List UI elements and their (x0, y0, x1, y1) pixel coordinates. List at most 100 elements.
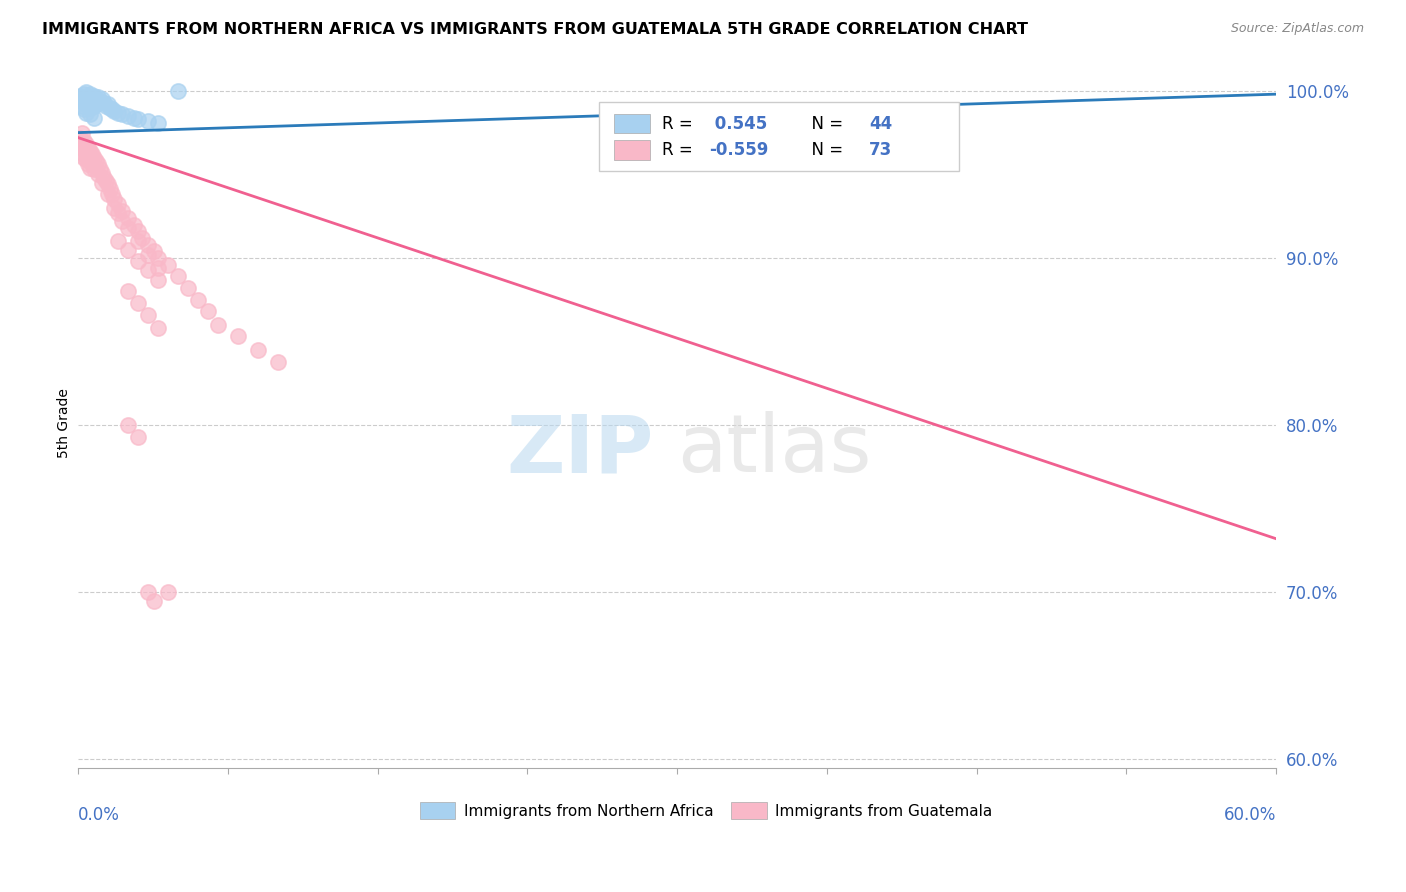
Point (91, 176, 114, 190)
Point (75, 153, 97, 167)
Text: R =: R = (662, 115, 697, 133)
FancyBboxPatch shape (599, 102, 959, 170)
Text: N =: N = (800, 115, 848, 133)
Point (101, 187, 124, 202)
Point (156, 585, 179, 599)
Point (117, 243, 139, 257)
Point (117, 109, 139, 123)
Point (107, 234, 129, 248)
Point (79, 154, 101, 169)
Point (107, 197, 129, 211)
Point (136, 114, 159, 128)
Text: Immigrants from Northern Africa: Immigrants from Northern Africa (464, 804, 713, 819)
Point (69, 136, 91, 150)
Point (187, 293, 209, 307)
Point (117, 418, 139, 433)
Point (73, 151, 96, 165)
Point (97, 178, 120, 192)
Text: Source: ZipAtlas.com: Source: ZipAtlas.com (1230, 22, 1364, 36)
Point (127, 296, 149, 310)
Point (197, 304, 219, 318)
Point (73, 87, 96, 102)
Point (167, 84, 190, 98)
Point (77, 141, 100, 155)
Bar (613, 114, 650, 133)
Point (146, 260, 169, 275)
Point (75, 137, 97, 152)
Point (136, 262, 159, 277)
Point (97, 187, 120, 202)
Point (87, 90, 110, 104)
Point (146, 273, 169, 287)
Point (83, 162, 105, 177)
Point (122, 111, 145, 125)
Point (70, 137, 93, 152)
Point (83, 88, 105, 103)
Point (79, 144, 101, 158)
Bar (731, 802, 766, 820)
Text: Immigrants from Guatemala: Immigrants from Guatemala (775, 804, 993, 819)
Point (93, 170, 115, 185)
Point (91, 92, 114, 106)
Point (84, 92, 107, 106)
Point (111, 204, 134, 219)
Point (98, 182, 121, 196)
Point (77, 157, 100, 171)
Text: 0.545: 0.545 (710, 115, 768, 133)
Point (127, 254, 149, 268)
Point (79, 161, 101, 175)
Point (69, 130, 91, 145)
Point (146, 251, 169, 265)
Point (82, 95, 104, 110)
Point (83, 111, 105, 125)
Point (117, 211, 139, 225)
Point (117, 285, 139, 299)
Bar (419, 802, 456, 820)
Point (93, 95, 115, 110)
Point (87, 95, 110, 110)
Text: 0.0%: 0.0% (79, 805, 120, 823)
Point (79, 101, 101, 115)
Point (73, 95, 96, 110)
Point (70, 94, 93, 108)
Point (94, 99, 117, 113)
Point (70, 126, 93, 140)
Point (177, 281, 200, 295)
Point (75, 105, 97, 120)
Point (70, 145, 93, 160)
Point (84, 154, 107, 169)
Point (103, 201, 125, 215)
Point (101, 102, 124, 116)
Bar (613, 140, 650, 160)
Point (136, 247, 159, 261)
Point (127, 234, 149, 248)
Point (156, 258, 179, 272)
Point (79, 107, 101, 121)
Point (82, 157, 104, 171)
Point (111, 214, 134, 228)
Text: atlas: atlas (678, 411, 872, 489)
Point (89, 94, 111, 108)
Point (117, 220, 139, 235)
Point (246, 343, 269, 357)
Point (207, 318, 229, 332)
Point (91, 166, 114, 180)
Text: R =: R = (662, 141, 697, 159)
Point (146, 115, 169, 129)
Point (87, 167, 110, 181)
Point (136, 237, 159, 252)
Point (94, 174, 117, 188)
Text: 44: 44 (869, 115, 891, 133)
Point (122, 218, 145, 232)
Point (77, 149, 100, 163)
Point (70, 99, 93, 113)
Point (79, 92, 101, 106)
Point (136, 308, 159, 322)
Text: 73: 73 (869, 141, 891, 159)
Point (89, 162, 111, 177)
Point (167, 269, 190, 284)
Point (73, 141, 96, 155)
Text: N =: N = (800, 141, 848, 159)
Point (75, 95, 97, 110)
Point (107, 105, 129, 120)
